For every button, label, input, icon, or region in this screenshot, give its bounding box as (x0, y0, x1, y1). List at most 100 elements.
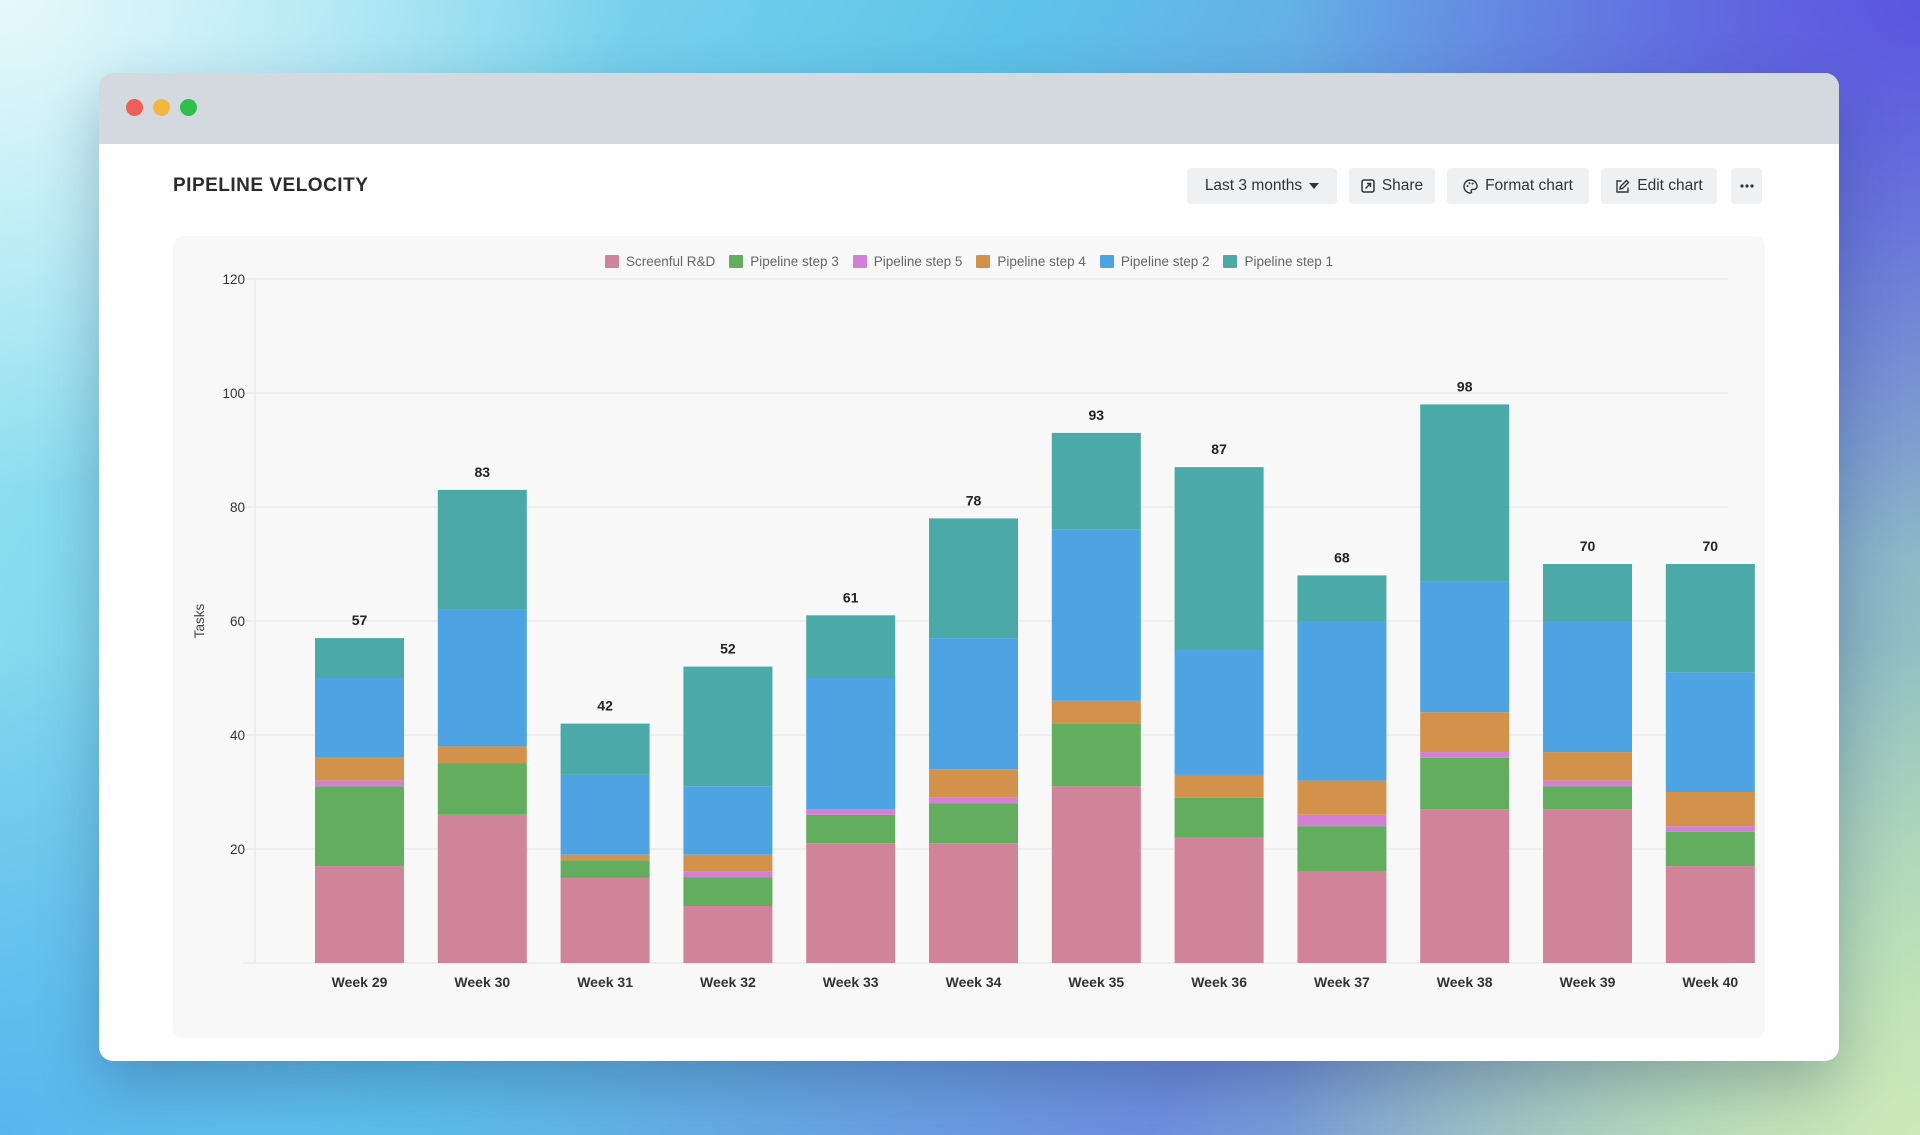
x-tick-label: Week 34 (946, 974, 1002, 990)
legend-swatch (1099, 255, 1114, 268)
bar-segment (929, 638, 1018, 770)
bar-segment (1420, 757, 1510, 810)
chart-card: Screenful R&D Pipeline step 3 Pipeline ste… (173, 236, 1765, 1038)
edit-chart-button[interactable]: Edit chart (1601, 168, 1717, 204)
y-tick-label: 40 (230, 728, 245, 743)
bar-segment (315, 866, 404, 963)
legend-label: Pipeline step 3 (750, 254, 839, 269)
legend-item[interactable]: Pipeline step 4 (976, 254, 1086, 269)
page-title: PIPELINE VELOCITY (173, 175, 369, 196)
bar-segment (1665, 831, 1755, 867)
bar-segment (1051, 786, 1141, 963)
bar-segment (1051, 723, 1141, 787)
stacked-bar-chart: 20 40 60 80 100 120 Tasks 57 Week 29 83 Week 30 42 W… (192, 272, 1755, 990)
bar-segment (683, 877, 773, 906)
chart-toolbar: Last 3 months Share Format chart Edit ch… (1187, 168, 1767, 204)
share-button[interactable]: Share (1349, 168, 1435, 204)
bar-segment (1543, 752, 1632, 781)
bar-segment (683, 906, 773, 963)
x-tick-label: Week 35 (1068, 974, 1124, 990)
caret-down-icon (1309, 183, 1320, 189)
share-icon (1361, 179, 1375, 193)
bar-segment (437, 609, 527, 747)
legend-label: Screenful R&D (625, 254, 716, 269)
legend-item[interactable]: Pipeline step 3 (729, 254, 839, 269)
x-tick-label: Week 31 (577, 974, 633, 990)
bar-segment (315, 638, 404, 678)
legend-swatch (1223, 255, 1238, 268)
bar-segment (1665, 866, 1755, 963)
bar-total-label: 78 (966, 492, 982, 508)
bar-segment (437, 814, 527, 963)
bar-segment (1543, 564, 1632, 621)
bar-total-label: 98 (1457, 378, 1473, 394)
format-chart-button[interactable]: Format chart (1447, 168, 1589, 204)
bar-segment (683, 786, 773, 855)
bar-segment (315, 786, 404, 867)
bar-segment (560, 854, 650, 861)
legend-item[interactable]: Pipeline step 5 (852, 254, 962, 269)
close-window-button[interactable] (126, 99, 143, 116)
share-label: Share (1381, 177, 1424, 194)
x-tick-label: Week 38 (1437, 974, 1493, 990)
bar-segment (1297, 814, 1387, 827)
x-tick-label: Week 30 (454, 974, 510, 990)
bar-segment (1297, 575, 1387, 621)
bar-total-label: 93 (1089, 407, 1105, 423)
bar-segment (806, 615, 896, 678)
bar-segment (683, 854, 773, 872)
bar-segment (1297, 871, 1387, 963)
bar-segment (1174, 774, 1264, 798)
y-tick-label: 120 (222, 272, 245, 287)
more-options-button[interactable] (1731, 168, 1762, 204)
bar-segment (1543, 780, 1632, 787)
legend-label: Pipeline step 4 (997, 254, 1086, 269)
x-tick-label: Week 37 (1314, 974, 1370, 990)
maximize-window-button[interactable] (180, 99, 197, 116)
bar-segment (1051, 432, 1141, 530)
bar-segment (1297, 780, 1387, 815)
x-tick-label: Week 29 (332, 974, 388, 990)
bar-segment (1297, 826, 1387, 872)
bar-segment (1420, 712, 1510, 753)
x-tick-label: Week 33 (823, 974, 879, 990)
bar-segment (1420, 404, 1510, 582)
bar-segment (929, 518, 1018, 639)
bar-segment (806, 843, 896, 963)
bar-total-label: 61 (843, 589, 859, 605)
bar-segment (315, 757, 404, 781)
bar-segment (1051, 700, 1141, 724)
edit-chart-label: Edit chart (1637, 177, 1703, 194)
x-tick-label: Week 32 (700, 974, 756, 990)
bar-segment (1420, 809, 1510, 963)
date-range-dropdown[interactable]: Last 3 months (1187, 168, 1337, 204)
legend-item[interactable]: Pipeline step 1 (1223, 254, 1333, 269)
bar-segment (1665, 826, 1755, 832)
y-tick-label: 20 (230, 842, 245, 857)
bar-total-label: 87 (1211, 441, 1227, 457)
y-axis-title: Tasks (192, 603, 207, 638)
window-titlebar (99, 73, 1839, 144)
legend-item[interactable]: Pipeline step 2 (1099, 254, 1209, 269)
bar-total-label: 68 (1334, 549, 1350, 565)
bar-total-label: 52 (720, 641, 736, 657)
y-tick-label: 60 (230, 614, 245, 629)
bar-segment (683, 666, 773, 787)
bar-segment (1543, 786, 1632, 810)
bar-segment (929, 769, 1018, 798)
bar-segment (560, 774, 650, 855)
bar-segment (1665, 564, 1755, 673)
bar-segment (560, 723, 650, 775)
minimize-window-button[interactable] (153, 99, 170, 116)
palette-icon (1463, 178, 1478, 194)
edit-icon (1616, 179, 1630, 193)
legend-label: Pipeline step 1 (1244, 254, 1334, 269)
legend-item[interactable]: Screenful R&D (604, 254, 716, 269)
legend-swatch (852, 255, 867, 268)
bar-total-label: 42 (597, 698, 613, 714)
y-tick-label: 80 (230, 500, 245, 515)
bar-segment (1051, 529, 1141, 701)
x-tick-label: Week 40 (1682, 974, 1738, 990)
bar-segment (560, 860, 650, 878)
bar-segment (929, 803, 1018, 844)
